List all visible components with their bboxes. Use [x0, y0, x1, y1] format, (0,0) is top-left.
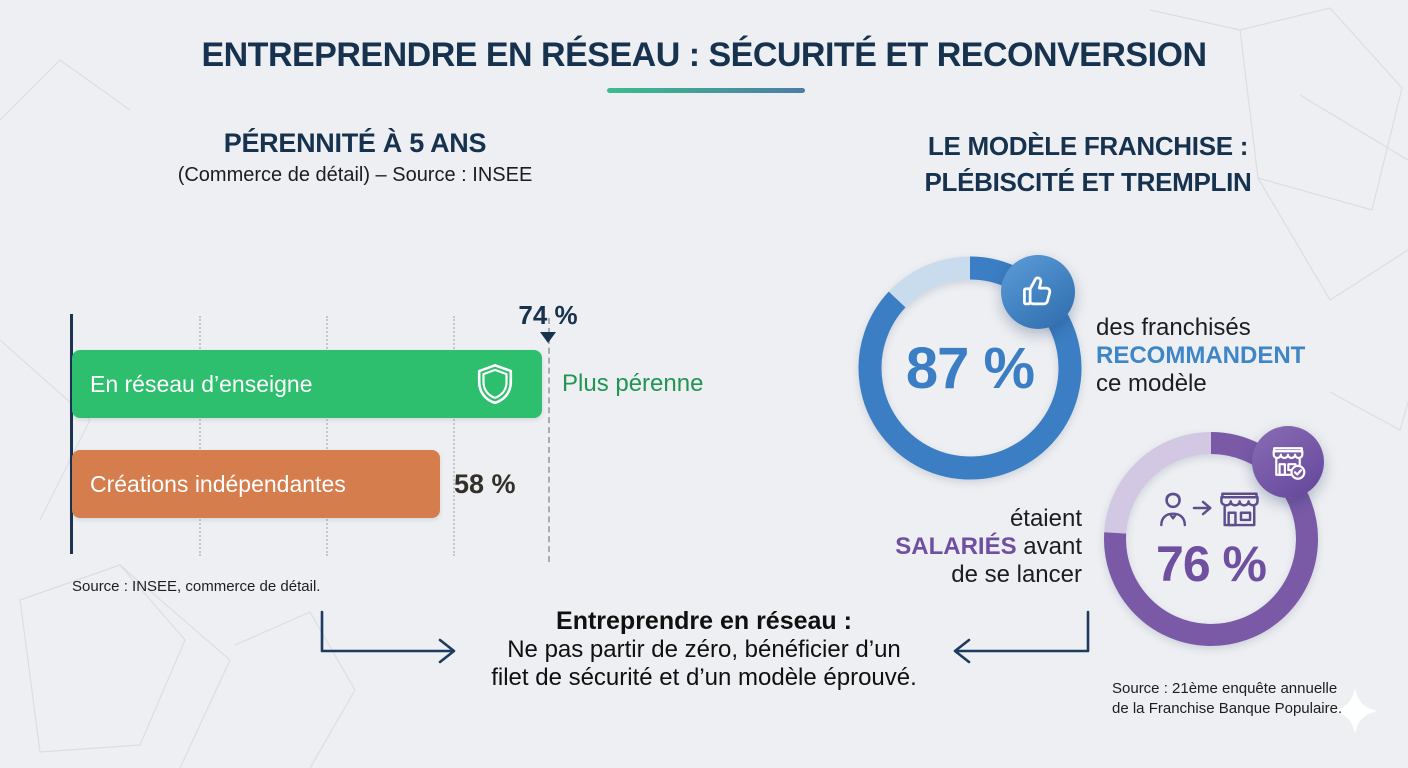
employee-to-storefront-icon [1160, 492, 1259, 527]
recommend-caption: des franchisés RECOMMANDENT ce modèle [1096, 314, 1305, 398]
bar-independantes: Créations indépendantes [72, 450, 440, 518]
salaries-caption-line3: de se lancer [951, 561, 1082, 588]
source-left: Source : INSEE, commerce de détail. [72, 578, 321, 595]
source-right: Source : 21ème enquête annuelle de la Fr… [1112, 679, 1342, 719]
bar-label-reseau: En réseau d’enseigne [90, 370, 313, 397]
gridline-20 [199, 316, 201, 556]
donut-recommend-value: 87 % [905, 335, 1035, 401]
right-section-heading: LE MODÈLE FRANCHISE : PLÉBISCITÉ ET TREM… [888, 128, 1288, 200]
recommend-caption-highlight: RECOMMANDENT [1096, 342, 1306, 369]
salaries-caption-highlight: SALARIÉS [895, 533, 1017, 560]
salaries-caption-line2: SALARIÉS avant [870, 533, 1082, 561]
salaries-caption-line2-rest: avant [1016, 533, 1082, 560]
footer-message: Entreprendre en réseau : Ne pas partir d… [404, 606, 1004, 692]
thumbs-up-icon [1023, 276, 1052, 306]
storefront-check-badge [1252, 426, 1324, 498]
storefront-check-icon [1272, 447, 1306, 480]
bar-reseau: En réseau d’enseigne [72, 350, 542, 418]
salaries-caption: étaient SALARIÉS avant de se lancer [870, 505, 1082, 589]
bar-value-reseau: 74 % [518, 300, 578, 330]
footer-line3: filet de sécurité et d’un modèle éprouvé… [491, 664, 917, 691]
source-right-line1: Source : 21ème enquête annuelle [1112, 680, 1338, 697]
sparkle-icon [1332, 688, 1378, 734]
gridline-60 [453, 316, 455, 556]
marker-triangle-icon [540, 332, 556, 343]
page-title: ENTREPRENDRE EN RÉSEAU : SÉCURITÉ ET REC… [201, 36, 1207, 74]
salaries-caption-line1: étaient [1009, 505, 1082, 532]
donut-salaries-value: 76 % [1156, 536, 1267, 592]
bar-label-independantes: Créations indépendantes [90, 470, 346, 497]
left-section-subheading: (Commerce de détail) – Source : INSEE [177, 164, 533, 186]
footer-heading: Entreprendre en réseau : [556, 607, 852, 635]
gridline-40 [326, 316, 328, 556]
footer-line2: Ne pas partir de zéro, bénéficier d’un [507, 636, 901, 663]
bar-chart-axis [70, 314, 73, 554]
right-heading-line2: PLÉBISCITÉ ET TREMPLIN [924, 167, 1252, 197]
bar-note: Plus pérenne [562, 370, 704, 397]
gridline-74-target [548, 318, 550, 562]
thumbs-up-badge [1001, 255, 1075, 329]
right-heading-line1: LE MODÈLE FRANCHISE : [927, 131, 1249, 161]
source-right-line2: de la Franchise Banque Populaire. [1112, 700, 1343, 717]
recommend-caption-line3: ce modèle [1096, 370, 1207, 397]
title-underline [607, 88, 805, 93]
bar-value-independantes: 58 % [454, 468, 516, 499]
recommend-caption-line1: des franchisés [1096, 314, 1251, 341]
left-section-heading: PÉRENNITÉ À 5 ANS [223, 128, 487, 158]
donut-salaries-center: 76 % [1101, 429, 1321, 649]
shield-icon [472, 361, 518, 412]
